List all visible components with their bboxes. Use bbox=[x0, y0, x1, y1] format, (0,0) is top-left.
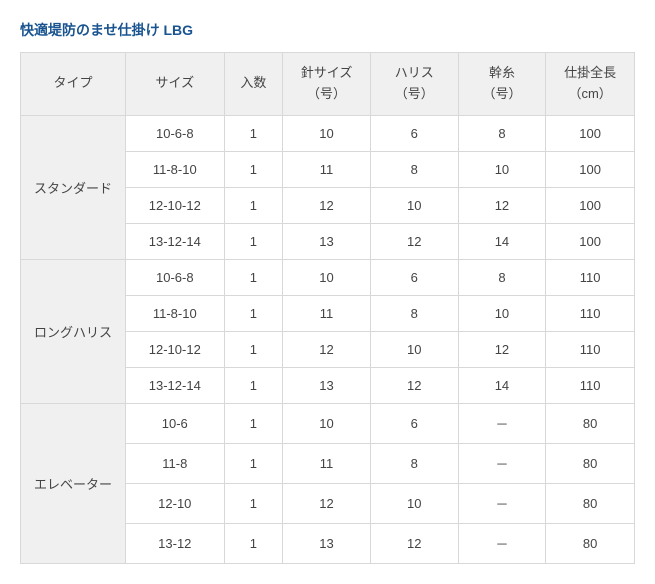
cell-trunk: － bbox=[458, 523, 546, 563]
table-body: スタンダード10-6-81106810011-8-1011181010012-1… bbox=[21, 115, 635, 563]
col-header-harris: ハリス（号） bbox=[370, 53, 458, 116]
cell-qty: 1 bbox=[224, 331, 283, 367]
cell-hook: 10 bbox=[283, 259, 371, 295]
cell-len: 100 bbox=[546, 115, 635, 151]
cell-len: 100 bbox=[546, 187, 635, 223]
cell-hook: 11 bbox=[283, 295, 371, 331]
cell-harris: 8 bbox=[370, 295, 458, 331]
cell-size: 12-10-12 bbox=[126, 331, 225, 367]
cell-size: 13-12 bbox=[126, 523, 225, 563]
cell-qty: 1 bbox=[224, 223, 283, 259]
cell-type: ロングハリス bbox=[21, 259, 126, 403]
cell-size: 12-10-12 bbox=[126, 187, 225, 223]
cell-trunk: － bbox=[458, 443, 546, 483]
cell-qty: 1 bbox=[224, 403, 283, 443]
cell-qty: 1 bbox=[224, 523, 283, 563]
cell-len: 100 bbox=[546, 151, 635, 187]
table-row: ロングハリス10-6-811068110 bbox=[21, 259, 635, 295]
cell-trunk: － bbox=[458, 403, 546, 443]
cell-trunk: 8 bbox=[458, 259, 546, 295]
cell-harris: 10 bbox=[370, 331, 458, 367]
cell-size: 11-8-10 bbox=[126, 295, 225, 331]
cell-harris: 8 bbox=[370, 443, 458, 483]
cell-hook: 10 bbox=[283, 115, 371, 151]
cell-hook: 13 bbox=[283, 367, 371, 403]
cell-hook: 12 bbox=[283, 331, 371, 367]
cell-size: 11-8 bbox=[126, 443, 225, 483]
table-row: エレベーター10-61106－80 bbox=[21, 403, 635, 443]
header-row: タイプ サイズ 入数 針サイズ（号） ハリス（号） 幹糸（号） 仕掛全長（cm） bbox=[21, 53, 635, 116]
cell-len: 110 bbox=[546, 295, 635, 331]
cell-harris: 12 bbox=[370, 523, 458, 563]
cell-len: 100 bbox=[546, 223, 635, 259]
cell-qty: 1 bbox=[224, 483, 283, 523]
cell-qty: 1 bbox=[224, 443, 283, 483]
cell-qty: 1 bbox=[224, 295, 283, 331]
col-header-type: タイプ bbox=[21, 53, 126, 116]
cell-trunk: 14 bbox=[458, 367, 546, 403]
cell-size: 12-10 bbox=[126, 483, 225, 523]
cell-type: スタンダード bbox=[21, 115, 126, 259]
cell-len: 80 bbox=[546, 443, 635, 483]
cell-hook: 11 bbox=[283, 443, 371, 483]
cell-trunk: 14 bbox=[458, 223, 546, 259]
cell-hook: 10 bbox=[283, 403, 371, 443]
cell-qty: 1 bbox=[224, 259, 283, 295]
cell-harris: 10 bbox=[370, 187, 458, 223]
cell-trunk: 10 bbox=[458, 151, 546, 187]
cell-harris: 12 bbox=[370, 223, 458, 259]
cell-size: 13-12-14 bbox=[126, 367, 225, 403]
cell-trunk: 8 bbox=[458, 115, 546, 151]
cell-qty: 1 bbox=[224, 151, 283, 187]
cell-trunk: 10 bbox=[458, 295, 546, 331]
cell-size: 10-6 bbox=[126, 403, 225, 443]
cell-qty: 1 bbox=[224, 115, 283, 151]
col-header-hook: 針サイズ（号） bbox=[283, 53, 371, 116]
cell-hook: 13 bbox=[283, 523, 371, 563]
cell-hook: 12 bbox=[283, 483, 371, 523]
cell-hook: 12 bbox=[283, 187, 371, 223]
cell-len: 110 bbox=[546, 367, 635, 403]
cell-harris: 6 bbox=[370, 403, 458, 443]
cell-trunk: 12 bbox=[458, 331, 546, 367]
cell-harris: 12 bbox=[370, 367, 458, 403]
cell-trunk: － bbox=[458, 483, 546, 523]
spec-table: タイプ サイズ 入数 針サイズ（号） ハリス（号） 幹糸（号） 仕掛全長（cm）… bbox=[20, 52, 635, 564]
col-header-len: 仕掛全長（cm） bbox=[546, 53, 635, 116]
cell-harris: 6 bbox=[370, 115, 458, 151]
cell-hook: 11 bbox=[283, 151, 371, 187]
col-header-trunk: 幹糸（号） bbox=[458, 53, 546, 116]
cell-qty: 1 bbox=[224, 187, 283, 223]
cell-len: 80 bbox=[546, 403, 635, 443]
col-header-size: サイズ bbox=[126, 53, 225, 116]
cell-size: 13-12-14 bbox=[126, 223, 225, 259]
cell-type: エレベーター bbox=[21, 403, 126, 563]
cell-trunk: 12 bbox=[458, 187, 546, 223]
cell-harris: 8 bbox=[370, 151, 458, 187]
cell-hook: 13 bbox=[283, 223, 371, 259]
cell-harris: 6 bbox=[370, 259, 458, 295]
cell-qty: 1 bbox=[224, 367, 283, 403]
cell-size: 10-6-8 bbox=[126, 259, 225, 295]
col-header-qty: 入数 bbox=[224, 53, 283, 116]
cell-len: 110 bbox=[546, 331, 635, 367]
cell-len: 80 bbox=[546, 483, 635, 523]
cell-len: 110 bbox=[546, 259, 635, 295]
cell-harris: 10 bbox=[370, 483, 458, 523]
page-title: 快適堤防のませ仕掛け LBG bbox=[20, 20, 635, 40]
table-row: スタンダード10-6-811068100 bbox=[21, 115, 635, 151]
cell-len: 80 bbox=[546, 523, 635, 563]
cell-size: 10-6-8 bbox=[126, 115, 225, 151]
cell-size: 11-8-10 bbox=[126, 151, 225, 187]
